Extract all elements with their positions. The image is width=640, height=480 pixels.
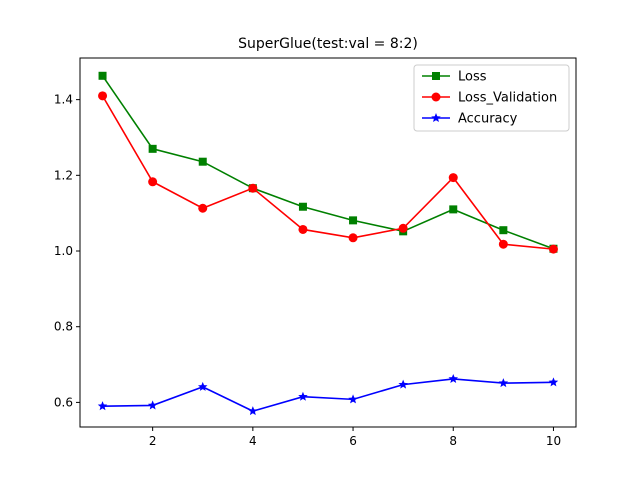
data-point — [198, 203, 208, 213]
series-accuracy — [97, 373, 559, 416]
data-point — [148, 144, 157, 153]
data-point — [97, 401, 108, 411]
y-tick-label: 1.4 — [54, 93, 73, 107]
x-tick-label: 8 — [449, 434, 457, 448]
data-point — [298, 202, 307, 211]
data-point — [198, 157, 207, 166]
x-tick-label: 10 — [546, 434, 561, 448]
series-loss-validation — [98, 91, 558, 254]
data-point — [448, 173, 458, 183]
legend-item: Loss_Validation — [422, 91, 557, 106]
data-point — [398, 379, 408, 389]
series-layer — [97, 71, 559, 416]
legend-label: Loss — [458, 70, 487, 85]
y-tick-label: 0.8 — [54, 320, 73, 334]
data-point — [147, 400, 158, 410]
axes-frame — [79, 57, 577, 428]
data-point — [298, 391, 308, 401]
series-line — [101, 75, 554, 250]
data-point — [349, 216, 358, 225]
data-point — [498, 239, 508, 249]
legend: Loss Loss_Validation Accuracy — [413, 64, 570, 132]
data-point — [98, 91, 108, 101]
legend-marker — [431, 113, 441, 123]
x-tick-label: 2 — [149, 434, 157, 448]
series-line — [101, 95, 554, 250]
legend-label: Loss_Validation — [458, 91, 557, 106]
data-point — [548, 244, 558, 254]
y-tick-label: 1.2 — [54, 168, 73, 182]
data-point — [498, 378, 509, 388]
data-point — [148, 177, 158, 187]
data-point — [398, 223, 408, 233]
data-point — [98, 71, 107, 80]
data-point — [448, 373, 459, 383]
data-point — [248, 406, 258, 416]
legend-box — [413, 64, 570, 132]
x-tick-label: 4 — [249, 434, 257, 448]
legend-item: Accuracy — [422, 112, 518, 127]
y-tick-label: 1.0 — [54, 244, 73, 258]
axes: 2 4 6 8 10 0.6 0.8 1.0 1.2 1.4 — [54, 57, 577, 448]
data-point — [548, 377, 559, 387]
series-line — [102, 378, 554, 412]
data-point — [248, 183, 258, 193]
y-tick-label: 0.6 — [54, 395, 73, 409]
legend-item: Loss — [422, 70, 487, 85]
data-point — [298, 224, 308, 234]
legend-marker — [431, 92, 441, 102]
data-point — [499, 226, 508, 235]
data-point — [348, 233, 358, 243]
data-point — [197, 381, 208, 391]
x-tick-label: 6 — [349, 434, 357, 448]
legend-marker — [432, 72, 440, 80]
chart-title: SuperGlue(test:val = 8:2) — [238, 36, 418, 52]
data-point — [348, 394, 358, 404]
legend-label: Accuracy — [458, 112, 518, 127]
data-point — [449, 205, 458, 214]
